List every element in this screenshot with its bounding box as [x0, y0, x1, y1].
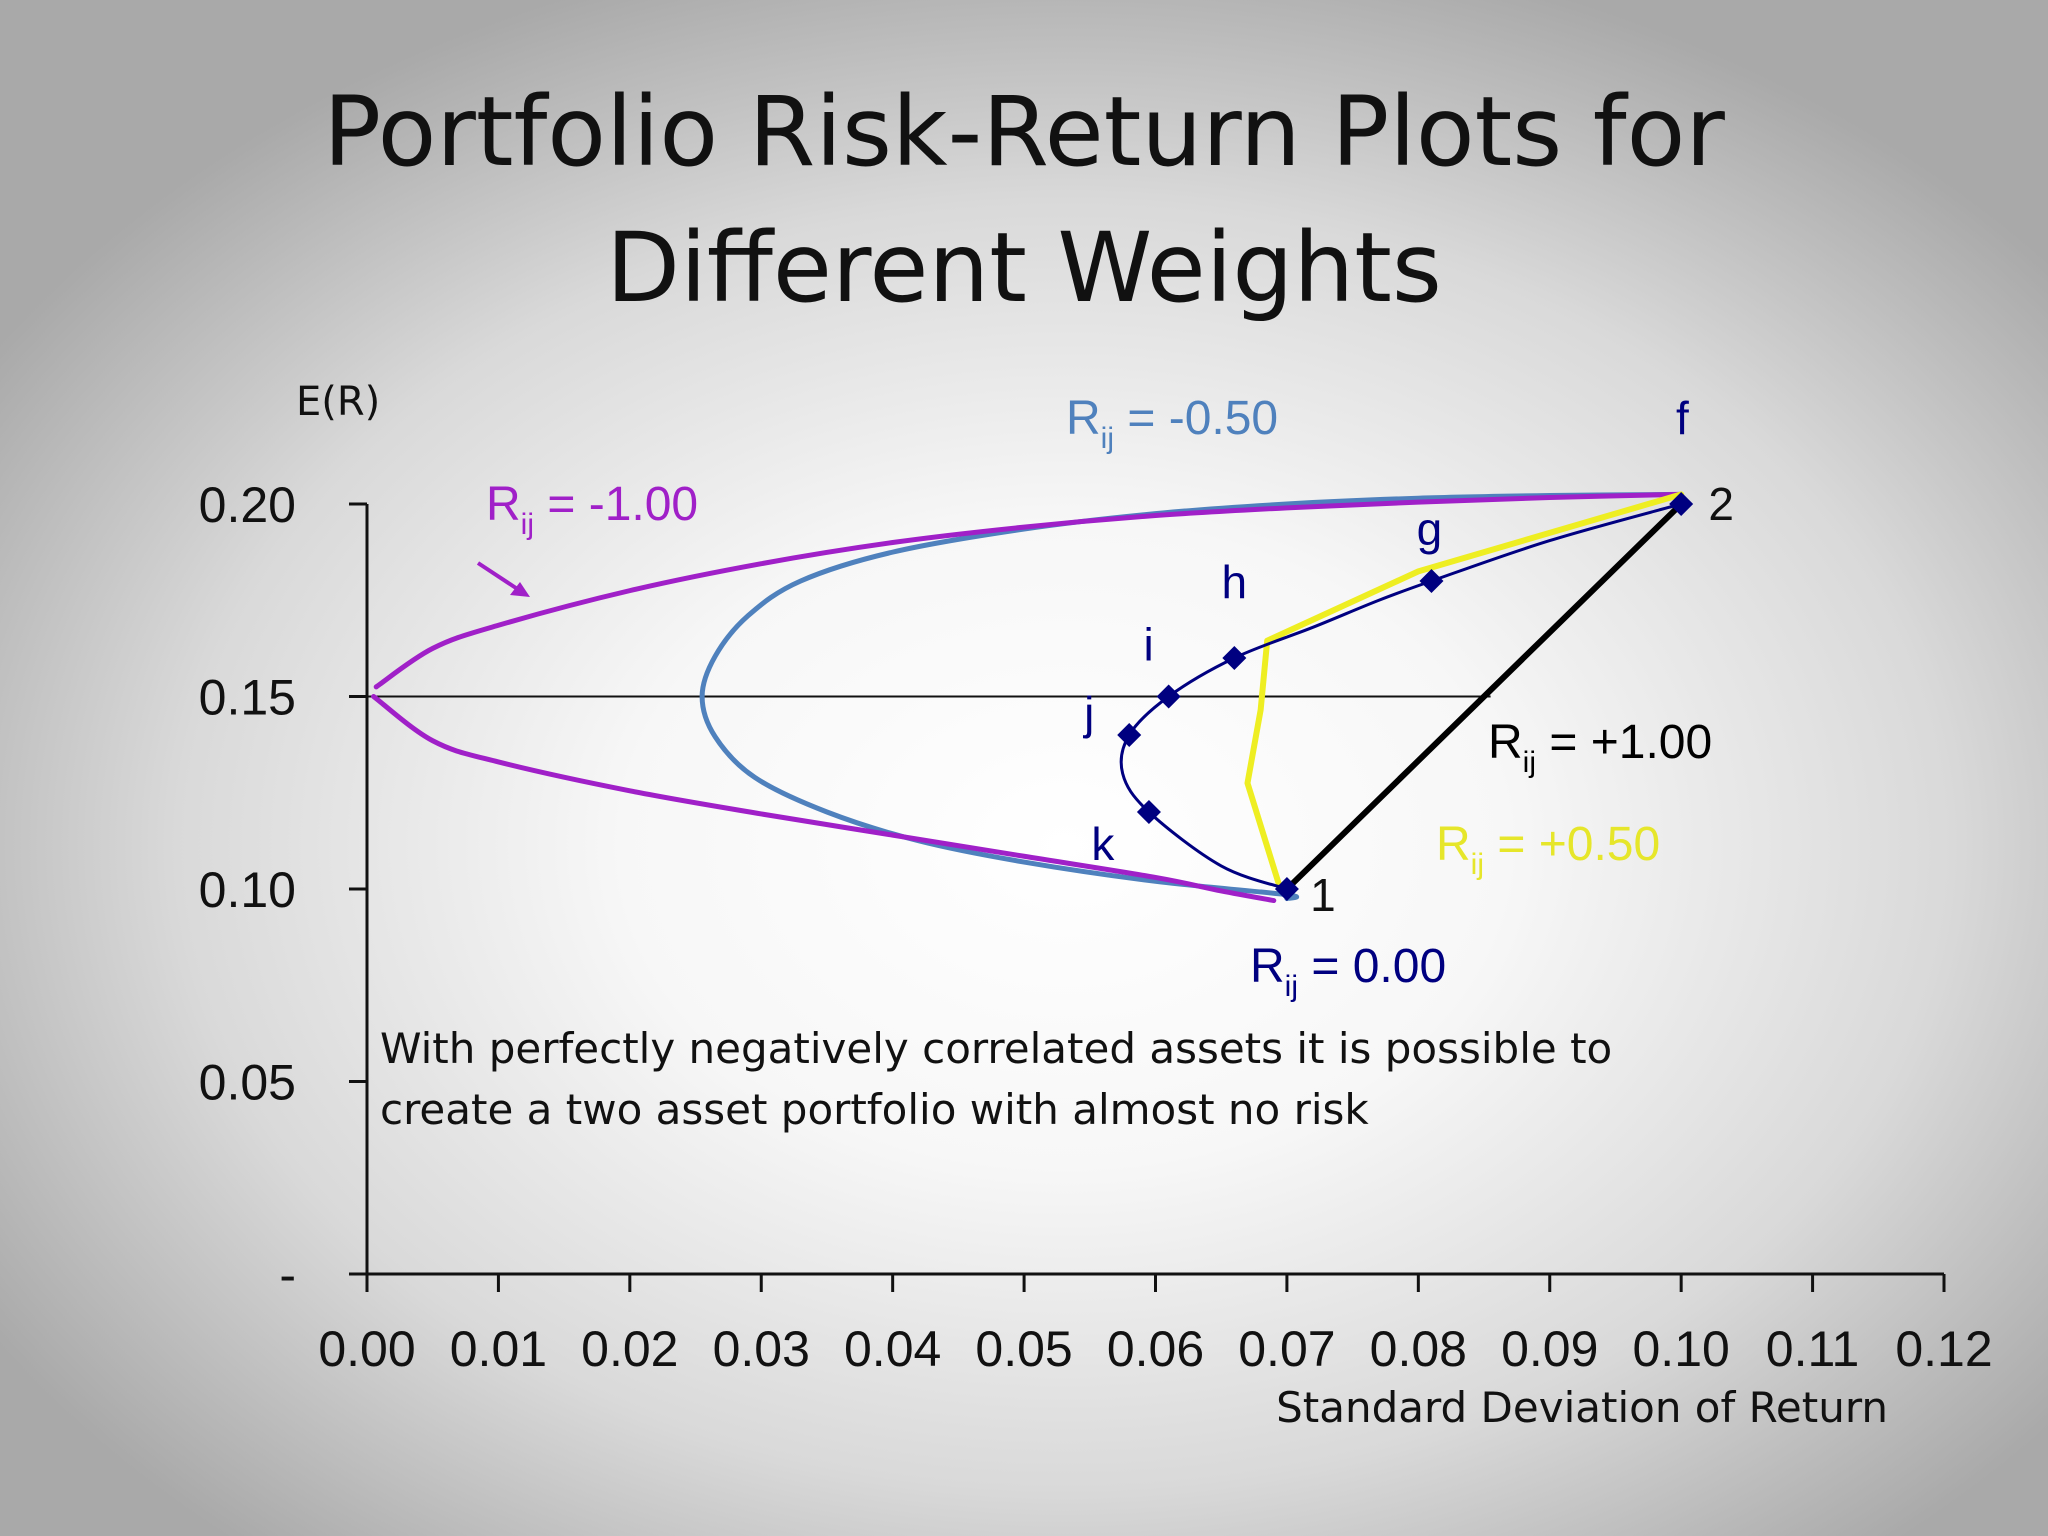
x-axis-label: Standard Deviation of Return: [1276, 1383, 1888, 1432]
series-corr-minus-05: [699, 491, 1684, 902]
chart-axes: - 0.05 0.10 0.15 0.20 0.00 0.01 0.02 0.03 0.04 0.0…: [199, 477, 1993, 1377]
marker-j: [1117, 723, 1142, 747]
y-tick-label: 0.15: [199, 670, 296, 726]
arrow-line: [476, 561, 524, 594]
point-label-j: j: [1082, 687, 1094, 739]
corr-p05-rest: = +0.50: [1484, 818, 1660, 871]
corr-m1-main: R: [486, 478, 521, 531]
label-corr-zero: Rij = 0.00: [1250, 940, 1446, 1003]
x-tick-label: 0.10: [1633, 1321, 1730, 1377]
x-tick-label: 0.00: [318, 1321, 415, 1377]
y-tick-label: -: [279, 1247, 296, 1303]
point-label-1: 1: [1310, 869, 1336, 921]
corr-m1-sub: ij: [521, 508, 534, 541]
x-tick-label: 0.05: [975, 1321, 1072, 1377]
label-corr-plus-1: Rij = +1.00: [1488, 716, 1712, 779]
series-corr-minus-1: [371, 491, 1684, 904]
point-label-i: i: [1144, 619, 1154, 671]
x-tick-label: 0.01: [450, 1321, 547, 1377]
corr-0-sub: ij: [1285, 970, 1298, 1003]
series-corr-plus-1: [1283, 501, 1685, 892]
note-line-1: With perfectly negatively correlated ass…: [380, 1024, 1612, 1073]
corr-0-rest: = 0.00: [1298, 940, 1446, 993]
corr-p1-main: R: [1488, 716, 1523, 769]
y-tick-label: 0.20: [199, 477, 296, 533]
corr-m05-sub: ij: [1101, 422, 1114, 455]
corr-p1-sub: ij: [1523, 746, 1536, 779]
y-tick-label: 0.05: [199, 1055, 296, 1111]
corr-m05-rest: = -0.50: [1114, 392, 1278, 445]
chart-markers: [1117, 492, 1694, 901]
x-tick-label: 0.06: [1107, 1321, 1204, 1377]
slide-title: Portfolio Risk-Return Plots for Differen…: [0, 64, 2048, 336]
x-tick-label: 0.12: [1895, 1321, 1992, 1377]
corr-p05-main: R: [1436, 818, 1471, 871]
marker-k: [1136, 800, 1161, 824]
marker-g: [1419, 569, 1444, 593]
point-label-g: g: [1417, 503, 1443, 555]
y-tick-label: 0.10: [199, 862, 296, 918]
corr-p05-sub: ij: [1471, 848, 1484, 881]
chart-labels: 1 k ji h g 2: [1082, 478, 1734, 921]
x-tick-label: 0.09: [1501, 1321, 1598, 1377]
point-label-h: h: [1222, 556, 1248, 608]
series-corr-plus-05: [1244, 491, 1685, 892]
corr-0-main: R: [1250, 940, 1285, 993]
x-tick-label: 0.07: [1238, 1321, 1335, 1377]
x-tick-label: 0.08: [1370, 1321, 1467, 1377]
point-label-2: 2: [1708, 478, 1734, 530]
point-label-k: k: [1091, 818, 1115, 870]
marker-1: [1274, 877, 1299, 901]
corr-m05-main: R: [1066, 392, 1101, 445]
x-tick-label: 0.03: [713, 1321, 810, 1377]
marker-2: [1669, 492, 1694, 516]
x-tick-label: 0.11: [1766, 1321, 1860, 1377]
marker-i: [1156, 684, 1181, 709]
label-corr-minus-1: Rij = -1.00: [486, 478, 698, 541]
y-axis-label: E(R): [296, 379, 380, 425]
label-corr-minus-05: Rij = -0.50: [1066, 392, 1278, 455]
x-tick-label: 0.02: [581, 1321, 678, 1377]
slide-title-line1: Portfolio Risk-Return Plots for: [323, 76, 1725, 188]
label-f: f: [1676, 392, 1689, 444]
corr-m1-rest: = -1.00: [534, 478, 698, 531]
x-tick-label: 0.04: [844, 1321, 941, 1377]
label-corr-plus-05: Rij = +0.50: [1436, 818, 1660, 881]
slide-title-line2: Different Weights: [606, 212, 1442, 324]
marker-h: [1222, 646, 1247, 670]
arrow-head: [510, 582, 530, 597]
note-line-2: create a two asset portfolio with almost…: [380, 1085, 1369, 1134]
corr-p1-rest: = +1.00: [1536, 716, 1712, 769]
